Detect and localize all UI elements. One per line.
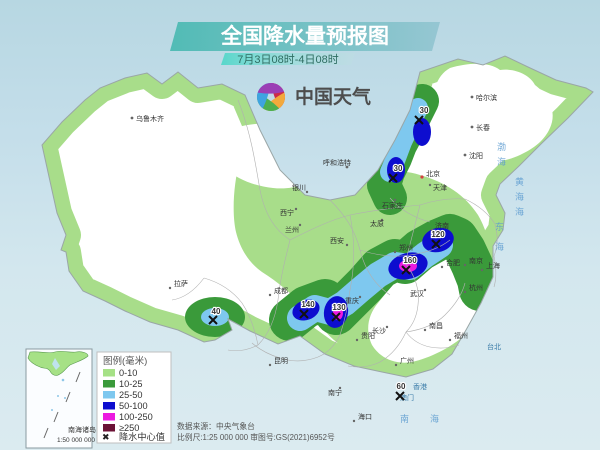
svg-text:100-250: 100-250	[119, 412, 153, 422]
svg-text:130: 130	[332, 303, 346, 312]
svg-text:长春: 长春	[476, 123, 490, 132]
svg-text:140: 140	[301, 300, 315, 309]
svg-text:10-25: 10-25	[119, 379, 143, 389]
svg-text:降水中心值: 降水中心值	[119, 431, 165, 442]
svg-text:广州: 广州	[400, 356, 414, 365]
svg-text:香港: 香港	[413, 382, 427, 391]
svg-text:南昌: 南昌	[429, 321, 443, 330]
svg-text:郑州: 郑州	[399, 244, 413, 252]
svg-text:南京: 南京	[469, 256, 483, 265]
svg-text:太原: 太原	[370, 219, 384, 228]
svg-text:海: 海	[430, 413, 439, 424]
svg-text:沈阳: 沈阳	[469, 151, 483, 160]
svg-text:天津: 天津	[433, 184, 447, 192]
svg-text:南海诸岛: 南海诸岛	[68, 425, 96, 434]
svg-text:上海: 上海	[486, 261, 500, 270]
svg-text:北京: 北京	[426, 169, 440, 178]
svg-text:海: 海	[515, 206, 524, 217]
svg-text:济南: 济南	[435, 221, 449, 230]
svg-text:杭州: 杭州	[469, 283, 483, 292]
svg-text:图例(毫米): 图例(毫米)	[103, 355, 147, 367]
svg-text:✖: ✖	[102, 432, 110, 442]
svg-text:兰州: 兰州	[285, 225, 299, 234]
svg-text:黄: 黄	[515, 176, 524, 187]
svg-text:石家庄: 石家庄	[382, 201, 403, 210]
svg-text:40: 40	[212, 307, 221, 316]
svg-text:海: 海	[497, 156, 506, 167]
svg-text:数据来源：中央气象台: 数据来源：中央气象台	[177, 421, 255, 431]
svg-text:贵阳: 贵阳	[361, 331, 375, 340]
svg-text:重庆: 重庆	[345, 296, 359, 305]
svg-text:0-10: 0-10	[119, 368, 137, 378]
svg-text:南宁: 南宁	[328, 388, 342, 397]
svg-text:海口: 海口	[358, 412, 372, 421]
svg-text:银川: 银川	[292, 183, 306, 192]
svg-text:1:50 000 000: 1:50 000 000	[57, 437, 95, 444]
svg-text:渤: 渤	[497, 141, 506, 152]
svg-text:30: 30	[394, 164, 403, 173]
svg-text:50-100: 50-100	[119, 401, 148, 411]
svg-text:西安: 西安	[330, 236, 344, 245]
svg-text:全国降水量预报图: 全国降水量预报图	[220, 24, 389, 48]
svg-text:海: 海	[515, 191, 524, 202]
svg-text:拉萨: 拉萨	[174, 279, 188, 288]
svg-text:7月3日08时-4日08时: 7月3日08时-4日08时	[237, 53, 339, 66]
svg-text:25-50: 25-50	[119, 390, 143, 400]
svg-text:昆明: 昆明	[274, 357, 288, 365]
svg-text:台北: 台北	[487, 342, 501, 351]
svg-text:比例尺:1:25 000 000 审图号:GS(2021: 比例尺:1:25 000 000 审图号:GS(2021)6952号	[177, 432, 335, 442]
svg-text:武汉: 武汉	[410, 289, 424, 298]
svg-text:合肥: 合肥	[446, 258, 460, 267]
svg-text:东: 东	[495, 221, 504, 232]
svg-text:呼和浩特: 呼和浩特	[323, 158, 351, 167]
svg-text:南: 南	[400, 413, 409, 424]
svg-text:哈尔滨: 哈尔滨	[476, 93, 497, 102]
svg-text:30: 30	[420, 106, 429, 115]
svg-text:120: 120	[431, 230, 445, 239]
svg-text:成都: 成都	[274, 286, 288, 295]
svg-text:乌鲁木齐: 乌鲁木齐	[136, 114, 164, 123]
svg-text:60: 60	[397, 382, 406, 391]
svg-text:福州: 福州	[454, 331, 468, 340]
svg-text:西宁: 西宁	[280, 208, 294, 217]
svg-text:中国天气: 中国天气	[295, 85, 371, 108]
svg-text:160: 160	[403, 256, 417, 265]
svg-text:海: 海	[495, 241, 504, 252]
